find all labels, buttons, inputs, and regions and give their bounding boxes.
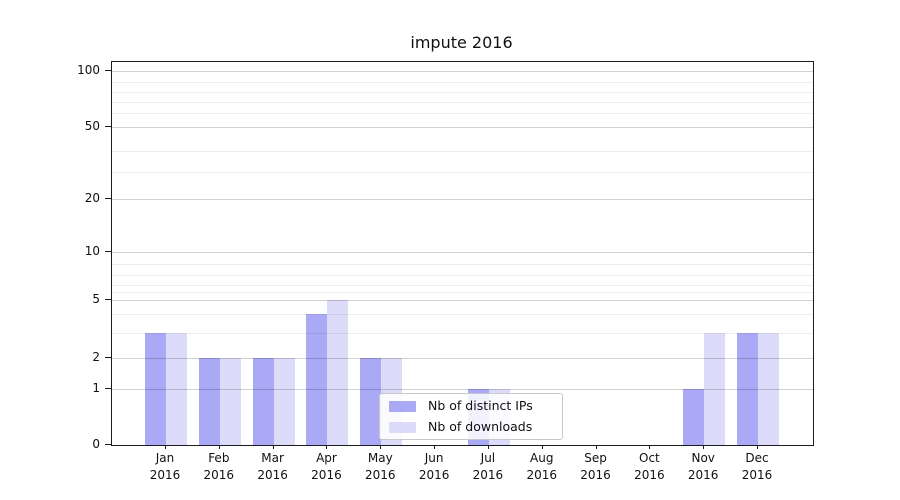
gridline-100 [112,71,813,72]
x-tick-mark-jun [434,445,436,449]
y-tick-mark-10 [105,250,111,252]
x-tick-label-may: May 2016 [364,451,396,482]
gridline-20 [112,199,813,200]
gridline-1 [112,389,813,390]
x-tick-label-jul: Jul 2016 [472,451,504,482]
x-tick-mark-jan [165,445,166,449]
x-tick-mark-oct [649,445,651,449]
gridline-5 [112,300,813,301]
x-tick-label-jan: Jan 2016 [149,451,181,482]
bar-ips-nov [683,389,705,445]
gridline-minor-30 [112,172,813,173]
gridline-minor-80 [112,92,813,93]
y-tick-label-1: 1 [92,381,100,395]
bar-ips-dec [737,333,759,445]
x-tick-mark-jul [487,445,489,449]
x-tick-mark-aug [541,445,543,449]
y-tick-mark-2 [105,356,111,358]
y-tick-mark-20 [105,198,111,199]
bar-ips-may [360,357,382,445]
y-tick-label-100: 100 [77,63,100,77]
gridline-minor-60 [112,113,813,114]
gridline-minor-3 [112,333,813,334]
x-tick-label-mar: Mar 2016 [257,451,288,482]
gridline-minor-40 [112,151,813,152]
bar-downloads-mar [273,357,295,445]
legend-label-downloads: Nb of downloads [428,419,533,434]
legend-label-distinct-ips: Nb of distinct IPs [428,398,533,413]
y-tick-label-5: 5 [92,292,100,306]
chart-title: impute 2016 [410,33,513,52]
gridline-10 [112,251,813,253]
y-tick-mark-5 [105,299,111,300]
x-tick-mark-apr [326,445,328,449]
y-tick-label-20: 20 [84,191,100,205]
x-tick-mark-dec [757,445,759,449]
gridline-50 [112,127,813,128]
bar-downloads-nov [704,333,726,445]
bar-ips-apr [306,314,328,445]
plot-area: Nb of distinct IPs Nb of downloads [111,61,814,446]
bar-ips-jan [145,333,166,445]
y-tick-label-50: 50 [84,119,100,133]
gridline-minor-7 [112,285,813,286]
gridline-2 [112,357,813,359]
x-tick-mark-sep [595,445,597,449]
gridline-minor-4 [112,314,813,315]
legend-swatch-downloads [389,421,416,433]
bar-ips-feb [198,357,220,445]
bar-downloads-jan [166,333,187,445]
legend: Nb of distinct IPs Nb of downloads [379,393,563,440]
legend-swatch-distinct-ips [389,400,416,412]
bar-downloads-dec [758,333,780,445]
y-tick-label-2: 2 [92,349,100,364]
x-tick-label-dec: Dec 2016 [741,451,773,482]
x-tick-label-jun: Jun 2016 [418,451,450,482]
legend-item-downloads: Nb of downloads [389,419,553,435]
x-tick-label-nov: Nov 2016 [687,451,719,482]
gridline-minor-6 [112,292,813,293]
gridline-minor-70 [112,102,813,103]
x-tick-mark-mar [272,445,274,449]
y-tick-mark-0 [105,444,111,445]
x-tick-mark-feb [218,445,220,449]
bar-downloads-feb [219,357,241,445]
bar-ips-mar [252,357,274,445]
y-tick-mark-50 [105,126,111,127]
gridline-minor-9 [112,264,813,265]
x-tick-mark-nov [703,445,705,449]
y-tick-mark-1 [105,388,111,389]
legend-item-distinct-ips: Nb of distinct IPs [389,398,553,414]
x-tick-mark-may [380,445,382,449]
x-tick-label-feb: Feb 2016 [203,451,235,482]
x-tick-label-sep: Sep 2016 [580,451,611,482]
y-tick-label-0: 0 [92,437,100,451]
y-tick-label-10: 10 [84,243,100,258]
gridline-minor-90 [112,81,813,83]
bar-downloads-apr [327,300,349,445]
x-tick-label-apr: Apr 2016 [311,451,342,482]
gridline-minor-8 [112,274,813,276]
x-tick-label-aug: Aug 2016 [526,451,557,482]
x-tick-label-oct: Oct 2016 [634,451,665,482]
y-tick-mark-100 [105,70,111,71]
